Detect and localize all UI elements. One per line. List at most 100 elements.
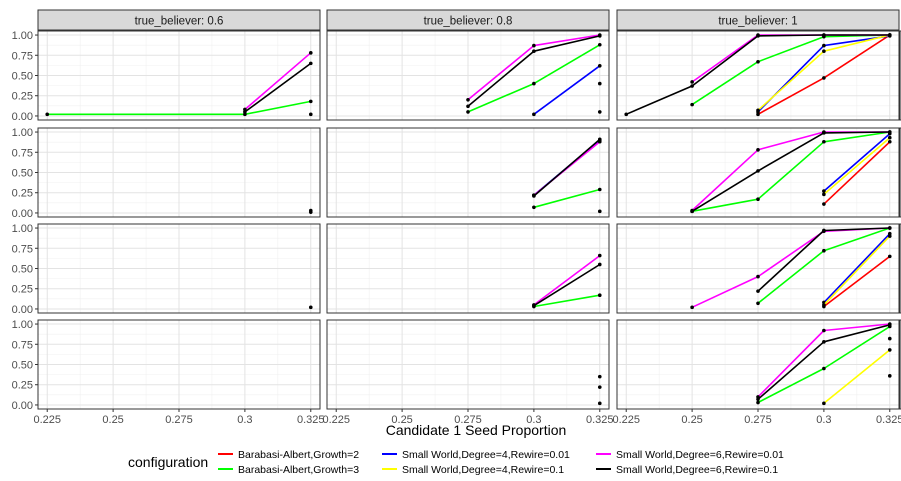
facet-panel (326, 319, 610, 410)
x-tick-label: 0.25 (681, 414, 702, 426)
data-point (690, 80, 694, 84)
series-line (533, 138, 601, 197)
y-tick-label: 0.25 (12, 188, 33, 200)
series-line (691, 34, 890, 106)
x-tick-label: 0.275 (165, 414, 193, 426)
facet-panel (326, 223, 610, 314)
legend-entry-label: Small World,Degree=6,Rewire=0.1 (616, 464, 778, 476)
data-point (756, 34, 760, 38)
x-tick-label: 0.325 (876, 414, 901, 426)
series-line (533, 263, 601, 307)
legend: configuration Barabasi-Albert,Growth=2 Ba… (128, 449, 784, 476)
facet-panel (37, 30, 321, 121)
series-line (533, 294, 600, 308)
panel-border (616, 127, 900, 218)
legend-entry-label: Small World,Degree=4,Rewire=0.1 (402, 464, 564, 476)
data-point (597, 34, 602, 38)
data-point (597, 293, 602, 298)
facet-strip-col (326, 9, 610, 31)
data-point (308, 99, 313, 104)
facet-strip-col (616, 9, 900, 31)
x-tick-label: 0.225 (612, 414, 640, 426)
data-point (756, 59, 760, 64)
y-tick-label: 0.00 (12, 208, 33, 220)
series-line (691, 131, 890, 213)
data-point (690, 305, 694, 310)
data-point (243, 110, 247, 114)
x-tick-label: 0.325 (586, 414, 614, 426)
series-line (823, 349, 891, 404)
data-point (756, 400, 760, 405)
y-tick-label: 0.25 (12, 91, 33, 103)
y-tick-label: 1.00 (12, 319, 33, 331)
data-point (887, 33, 892, 37)
y-tick-label: 0.75 (12, 50, 33, 62)
data-point (532, 194, 536, 198)
data-point (887, 254, 892, 259)
data-point (597, 42, 602, 47)
panel-border (326, 127, 610, 218)
y-tick-label: 0.50 (12, 264, 33, 276)
series-line (823, 255, 891, 308)
panels: true_believer: 0.6 true_believer: 0.8 true… (37, 9, 901, 410)
data-point (308, 61, 313, 66)
data-point (597, 401, 602, 406)
y-tick-label: 0.50 (12, 168, 33, 180)
data-point (887, 234, 892, 238)
data-point (756, 301, 760, 306)
data-point (822, 248, 826, 253)
x-tick-label: 0.25 (391, 414, 412, 426)
facet-strip-col-label: true_believer: 0.6 (135, 16, 224, 28)
data-point (887, 139, 892, 144)
series-line (244, 52, 312, 111)
x-tick-label: 0.225 (322, 414, 350, 426)
data-point (597, 110, 602, 114)
data-point (308, 112, 313, 117)
facet-panel (326, 127, 610, 218)
axes: 0.00 0.25 0.50 0.75 1.00 0.00 0.25 0.50 0.75 1.00… (12, 30, 901, 426)
panel-border (326, 30, 610, 121)
facet-strip-col (37, 9, 321, 31)
data-point (597, 187, 602, 192)
y-tick-label: 0.75 (12, 243, 33, 255)
data-point (624, 112, 629, 117)
panel-border (326, 223, 610, 314)
panel-border (616, 223, 900, 314)
data-point (822, 43, 826, 48)
data-point (887, 336, 892, 341)
data-point (756, 148, 760, 152)
data-point (887, 323, 892, 327)
x-tick-label: 0.225 (33, 414, 61, 426)
data-point (532, 81, 536, 86)
data-point (756, 397, 760, 402)
data-point (887, 348, 892, 352)
y-tick-label: 0.75 (12, 147, 33, 159)
facet-panel (37, 127, 321, 218)
x-tick-label: 0.3 (237, 414, 252, 426)
data-point (308, 51, 313, 55)
series-line (823, 141, 891, 205)
data-point (308, 305, 313, 310)
legend-entry-label: Small World,Degree=4,Rewire=0.01 (402, 449, 570, 461)
y-tick-label: 0.25 (12, 380, 33, 392)
facet-strip-col-label: true_believer: 1 (718, 16, 797, 28)
x-axis-label: Candidate 1 Seed Proportion (386, 422, 567, 438)
x-tick-label: 0.275 (454, 414, 482, 426)
data-point (822, 76, 826, 80)
data-point (756, 108, 760, 113)
data-point (822, 328, 826, 333)
data-point (756, 169, 760, 173)
facet-panel (37, 319, 321, 410)
y-tick-label: 0.25 (12, 284, 33, 296)
data-point (597, 137, 602, 142)
data-point (597, 81, 602, 86)
y-tick-label: 1.00 (12, 223, 33, 235)
series-line (691, 131, 890, 212)
data-point (887, 374, 892, 378)
data-point (690, 84, 694, 88)
data-point (466, 104, 470, 109)
legend-entry-label: Barabasi-Albert,Growth=2 (238, 449, 359, 461)
data-point (532, 49, 536, 54)
y-tick-label: 0.00 (12, 111, 33, 123)
data-point (822, 33, 826, 37)
